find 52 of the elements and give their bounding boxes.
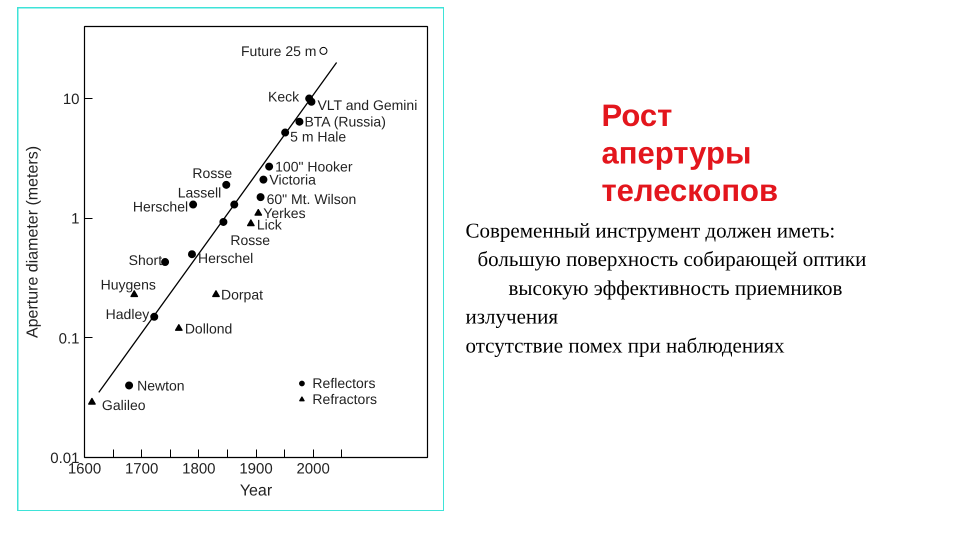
text: отсутствие помех при наблюдениях: [466, 333, 785, 358]
point: [150, 312, 158, 321]
annotation: Keck: [268, 88, 300, 105]
annotation: Future 25 m: [240, 42, 316, 59]
point: [246, 219, 255, 226]
text: Рост апертуры телескопов: [602, 98, 778, 208]
point: [281, 128, 290, 137]
point: [230, 200, 238, 209]
point: [256, 193, 265, 202]
point: [174, 324, 183, 331]
annotation: Short: [128, 252, 162, 268]
point: [259, 176, 268, 184]
annotation: Newton: [137, 377, 185, 394]
annotation: VLT and Gemini: [317, 96, 418, 113]
x-tick-label: 2000: [296, 460, 330, 478]
point: [188, 250, 196, 258]
point: [222, 180, 230, 189]
point: [307, 98, 316, 106]
annotation: 5 m Hale: [290, 128, 346, 145]
annotation: 60" Mt. Wilson: [266, 191, 356, 208]
point: [265, 162, 274, 171]
annotation: Herschel: [132, 198, 188, 215]
annotation: Herschel: [198, 250, 254, 266]
annotation: Huygens: [100, 276, 156, 293]
annotation: Dollond: [184, 320, 232, 336]
point: [319, 46, 328, 55]
point: [212, 290, 220, 298]
annotation: BTA (Russia): [304, 114, 386, 130]
annotation: Rosse: [230, 232, 270, 248]
text: большую поверхность собирающей оптики: [478, 247, 866, 272]
annotation: Galileo: [102, 397, 146, 414]
point: [219, 218, 228, 226]
x-tick-label: 1800: [182, 460, 216, 478]
point: [295, 118, 304, 126]
annotation: Dorpat: [220, 286, 264, 303]
annotation: Lassell: [178, 184, 222, 201]
x-axis-title: Year: [240, 482, 273, 500]
y-tick-label: 0.1: [58, 330, 80, 348]
point: [254, 208, 262, 216]
point: [189, 200, 198, 209]
x-tick-label: 1900: [239, 460, 273, 478]
legend-label: Reflectors: [312, 375, 376, 391]
point: [125, 381, 134, 390]
text: Современный инструмент должен иметь:: [466, 218, 836, 242]
legend-label: Refractors: [312, 391, 377, 407]
x-tick-label: 1700: [124, 460, 158, 478]
y-axis-title: Aperture diameter (meters): [24, 146, 42, 338]
y-tick-label: 1: [71, 210, 80, 228]
y-tick-label: 10: [62, 91, 80, 108]
annotation: Hadley: [106, 306, 150, 322]
annotation: Rosse: [192, 164, 232, 181]
point: [88, 398, 96, 405]
